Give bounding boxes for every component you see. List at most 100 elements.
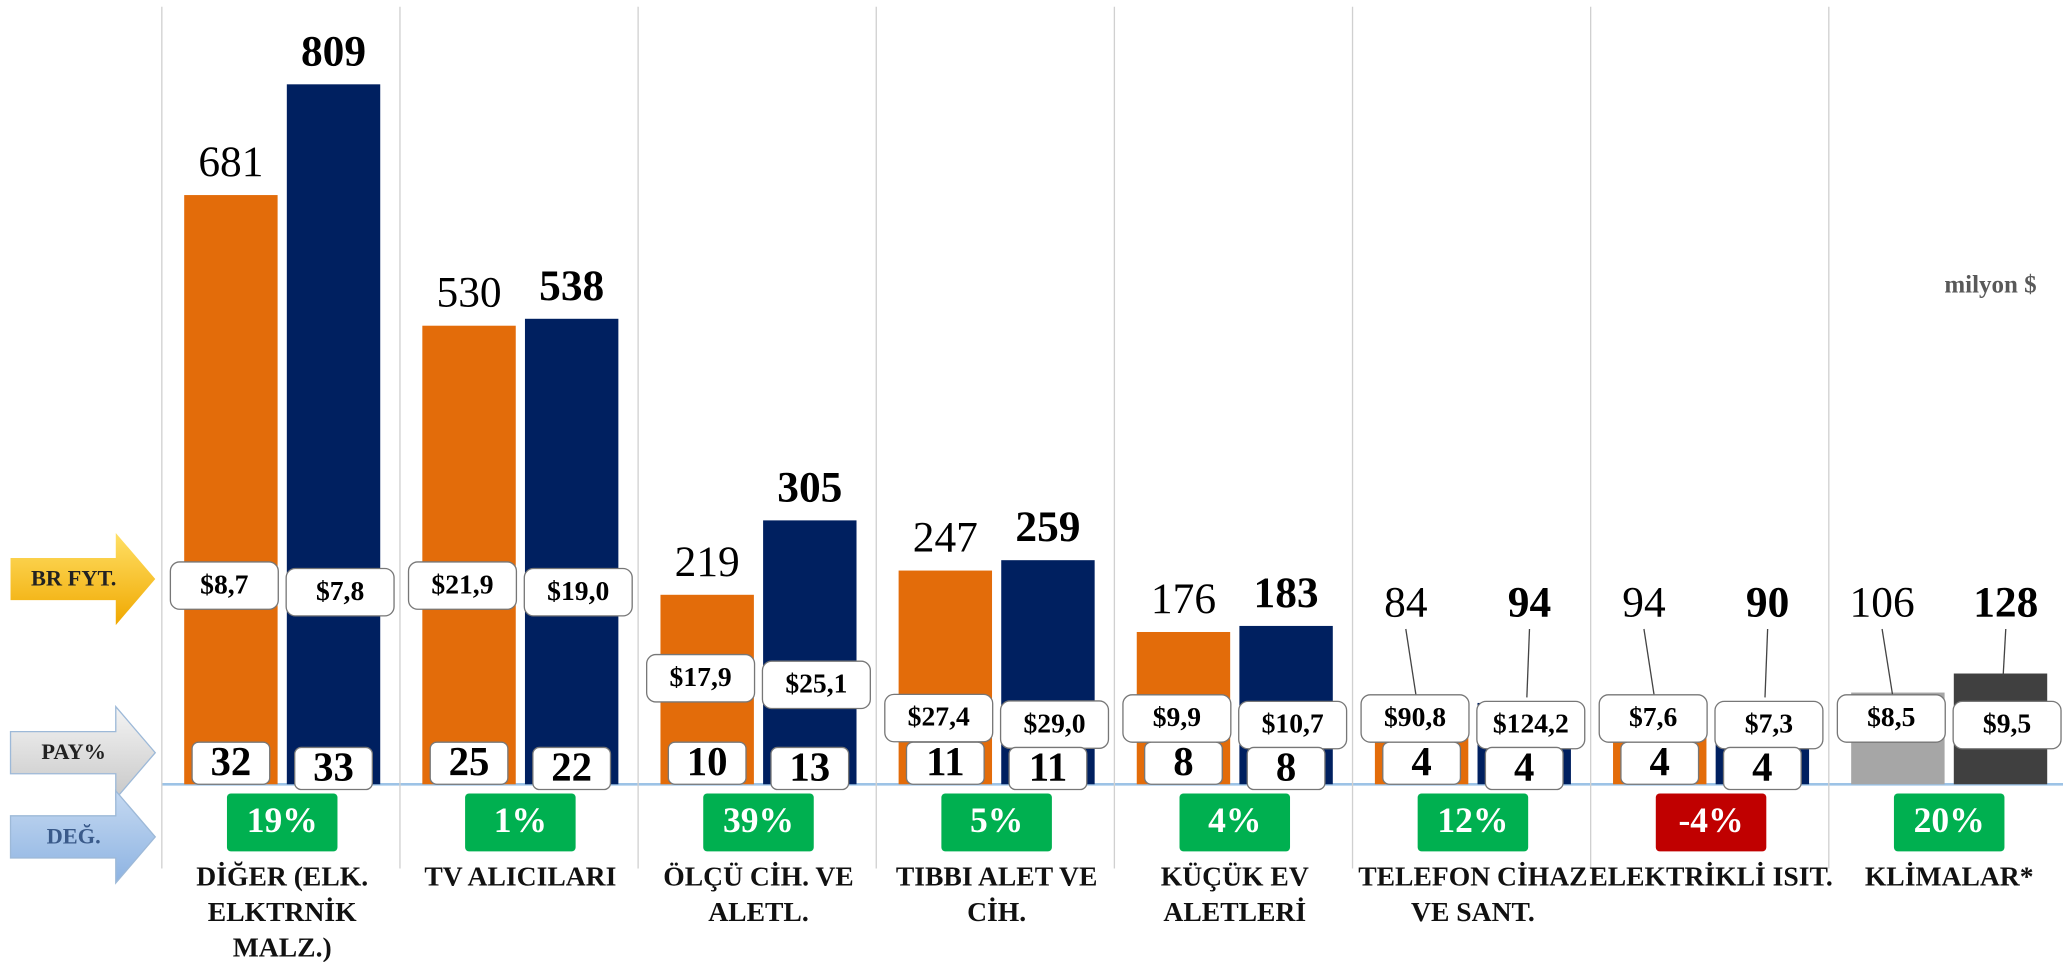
- change-badge: [465, 793, 576, 852]
- x-tick-label: ALETL.: [708, 896, 809, 927]
- share-box: [1008, 746, 1088, 791]
- price-label: $124,2: [1493, 708, 1569, 739]
- leader-line: [1881, 628, 1894, 696]
- leader-line: [1405, 628, 1417, 698]
- change-badge: [1655, 793, 1767, 852]
- share-box: [532, 746, 612, 791]
- price-label: $10,7: [1262, 708, 1324, 739]
- share-box: [770, 746, 850, 791]
- bar: [422, 325, 516, 785]
- x-tick-label: DİĞER (ELK.: [196, 860, 368, 891]
- row-label: DEĞ.: [47, 822, 101, 848]
- value-label: 183: [1254, 569, 1319, 617]
- share-box: [1620, 741, 1700, 785]
- value-label: 219: [675, 538, 740, 586]
- share-box: [294, 746, 373, 791]
- value-label: 84: [1384, 579, 1428, 627]
- value-label: 94: [1508, 579, 1551, 627]
- leader-line: [1643, 628, 1656, 698]
- x-tick-label: ÖLÇÜ CİH. VE: [663, 860, 854, 891]
- bar: [763, 520, 857, 785]
- change-badge: [1179, 793, 1291, 852]
- share-label: 11: [926, 739, 965, 784]
- value-label: 809: [301, 27, 366, 75]
- price-box: [1836, 694, 1946, 743]
- change-label: 20%: [1914, 800, 1985, 840]
- share-label: 13: [789, 744, 830, 789]
- price-label: $9,9: [1153, 701, 1201, 732]
- change-label: 39%: [723, 800, 794, 840]
- price-label: $7,3: [1745, 708, 1793, 739]
- share-box: [1143, 741, 1223, 785]
- share-label: 22: [551, 744, 592, 789]
- share-box: [429, 741, 509, 785]
- change-label: 19%: [247, 800, 318, 840]
- x-tick-label: TV ALICILARI: [424, 860, 616, 891]
- leader-line: [1764, 628, 1769, 698]
- price-label: $21,9: [431, 568, 493, 599]
- leader-line: [1526, 628, 1531, 698]
- change-badge: [1893, 793, 2005, 852]
- share-label: 4: [1514, 744, 1534, 789]
- price-label: $9,5: [1983, 708, 2031, 739]
- share-box: [191, 741, 271, 785]
- price-label: $8,5: [1867, 701, 1915, 732]
- leader-line: [2002, 628, 2007, 677]
- share-box: [905, 741, 985, 785]
- x-tick-label: TIBBI ALET VE: [896, 860, 1098, 891]
- bar: [184, 195, 278, 785]
- share-label: 4: [1752, 744, 1772, 789]
- bar: [524, 318, 619, 785]
- x-tick-label: ELEKTRİKLİ ISIT.: [1589, 860, 1832, 891]
- x-tick-label: MALZ.): [233, 931, 332, 962]
- share-label: 10: [687, 739, 728, 784]
- share-label: 25: [449, 739, 490, 784]
- x-tick-label: VE SANT.: [1411, 896, 1535, 927]
- change-badge: [703, 793, 814, 852]
- price-box: [169, 561, 279, 610]
- value-label: 305: [777, 463, 842, 511]
- row-label: BR FYT.: [31, 565, 116, 590]
- share-box: [1722, 746, 1802, 791]
- price-label: $7,6: [1629, 701, 1677, 732]
- value-label: 530: [436, 269, 501, 317]
- value-label: 176: [1151, 575, 1216, 623]
- change-badge: [1417, 793, 1529, 852]
- price-label: $17,9: [670, 661, 732, 692]
- price-box: [646, 653, 756, 703]
- change-label: -4%: [1678, 800, 1743, 840]
- share-label: 32: [211, 739, 252, 784]
- share-label: 4: [1650, 739, 1670, 784]
- share-label: 4: [1411, 739, 1431, 784]
- value-label: 538: [539, 262, 604, 310]
- price-box: [285, 567, 395, 617]
- arrow: [9, 704, 157, 801]
- bar: [286, 84, 381, 785]
- change-label: 4%: [1208, 800, 1261, 840]
- value-label: 259: [1015, 503, 1080, 551]
- x-tick-label: ELKTRNİK: [208, 896, 357, 927]
- change-badge: [226, 793, 338, 852]
- share-box: [1484, 746, 1564, 791]
- x-tick-label: ALETLERİ: [1163, 896, 1306, 927]
- price-label: $27,4: [908, 701, 970, 732]
- share-box: [1382, 741, 1462, 785]
- arrow: [9, 789, 157, 885]
- share-box: [667, 741, 747, 785]
- x-tick-label: TELEFON CİHAZ: [1358, 860, 1587, 891]
- x-tick-label: KLİMALAR*: [1865, 860, 2034, 891]
- share-label: 11: [1029, 744, 1068, 789]
- price-label: $7,8: [316, 575, 364, 606]
- price-label: $19,0: [547, 575, 609, 606]
- value-label: 681: [198, 138, 263, 186]
- share-label: 8: [1173, 739, 1193, 784]
- price-label: $8,7: [200, 568, 249, 599]
- unit-note: milyon $: [1944, 272, 2036, 299]
- price-label: $90,8: [1384, 701, 1446, 732]
- value-label: 94: [1622, 579, 1666, 627]
- x-tick-label: CİH.: [967, 896, 1026, 927]
- value-label: 90: [1746, 579, 1789, 627]
- price-box: [523, 567, 633, 617]
- price-box: [407, 561, 518, 610]
